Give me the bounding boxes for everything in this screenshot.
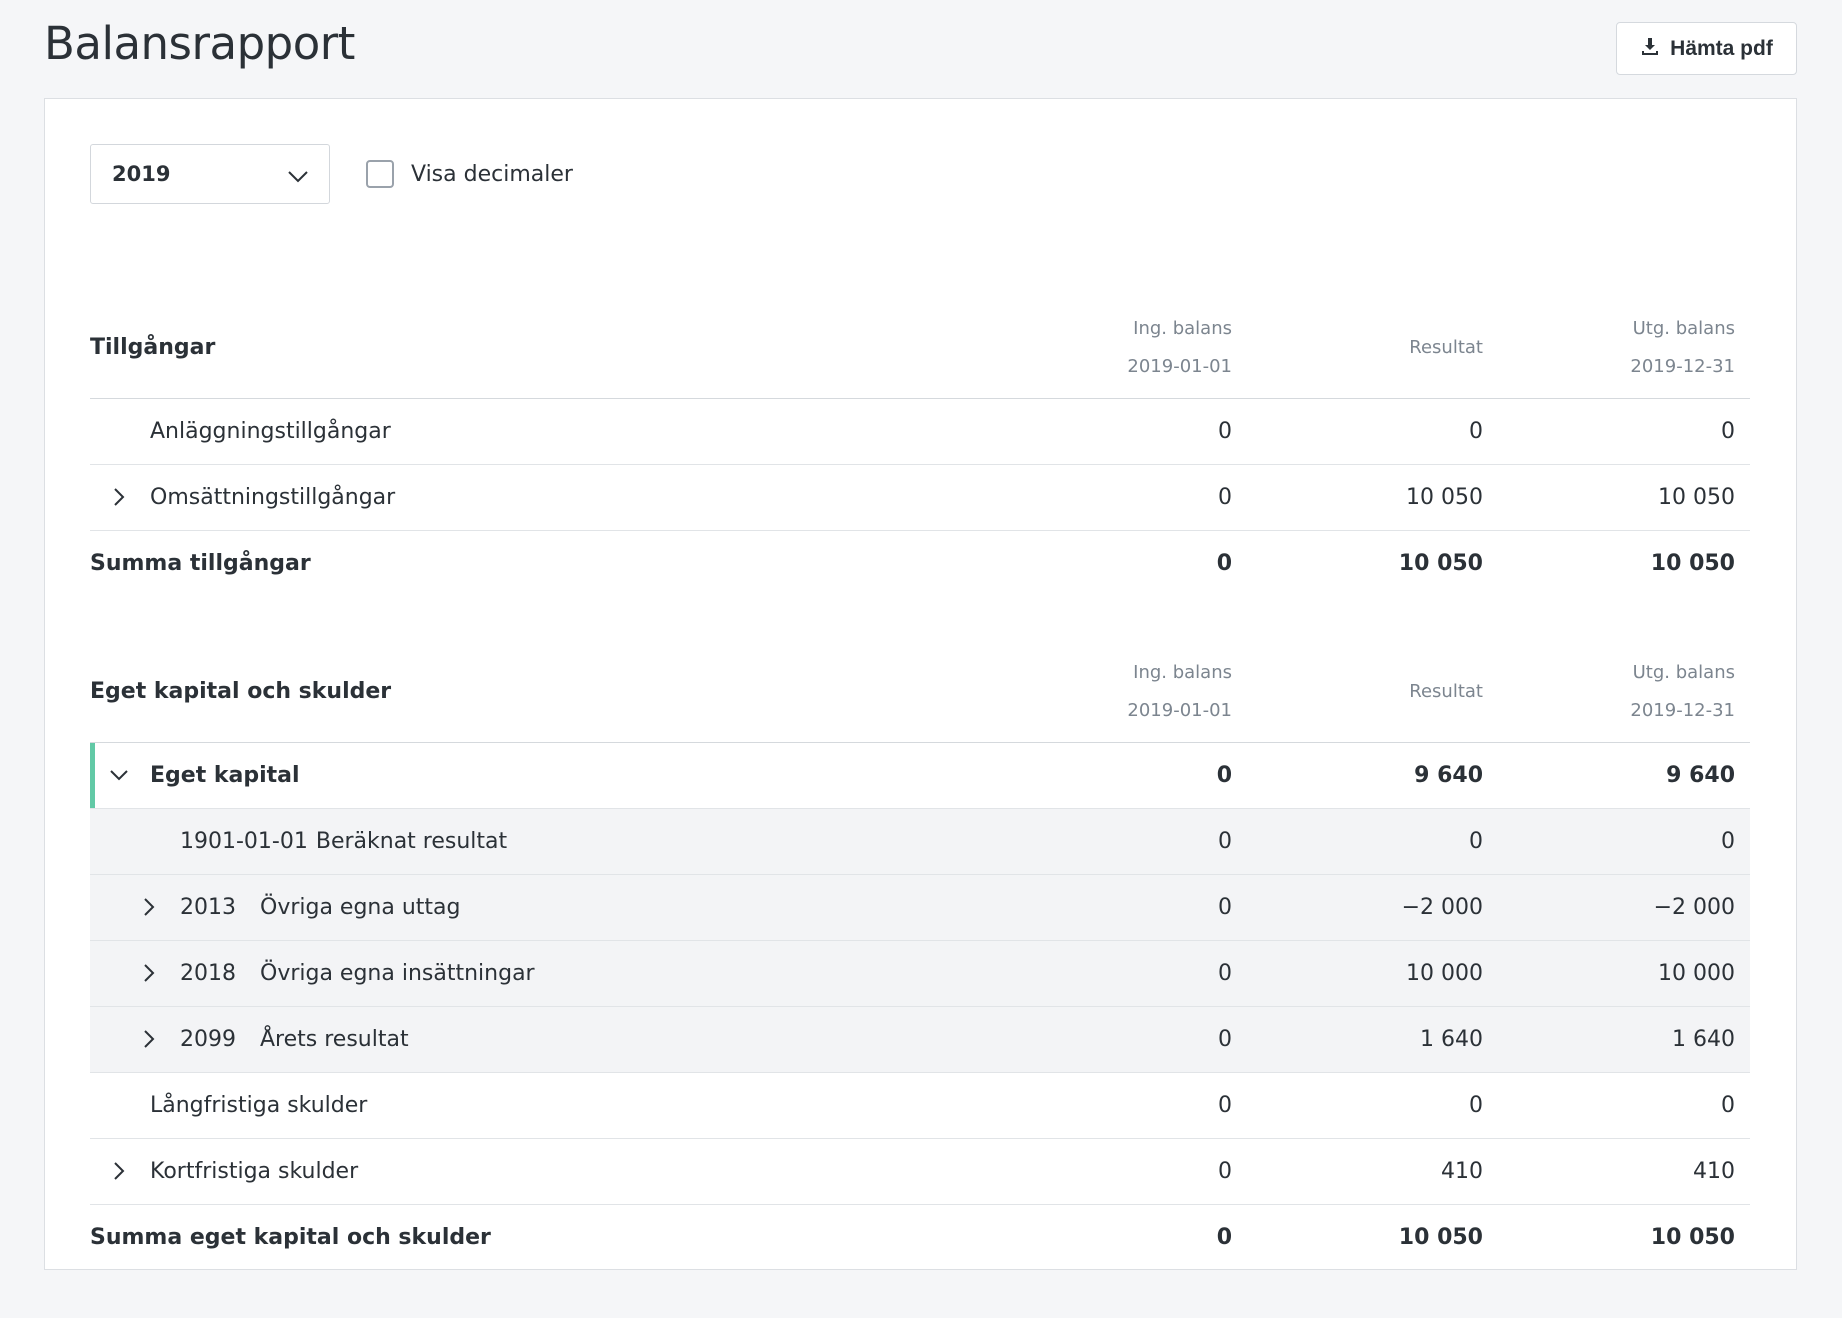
- account-number: 2099: [180, 1026, 236, 1052]
- equity-header-row: Eget kapital och skulder Ing. balans 201…: [90, 642, 1750, 742]
- opening-value: 0: [995, 464, 1247, 531]
- opening-value: 0: [995, 1072, 1247, 1139]
- show-decimals-label: Visa decimaler: [411, 161, 573, 187]
- closing-value: 410: [1498, 1138, 1750, 1205]
- table-row[interactable]: 2013 Övriga egna uttag 0 −2 000 −2 000: [90, 874, 1750, 941]
- page-header: Balansrapport Hämta pdf: [44, 14, 1797, 86]
- assets-header-row: Tillgångar Ing. balans 2019-01-01 Result…: [90, 298, 1750, 398]
- table-row[interactable]: 2099 Årets resultat 0 1 640 1 640: [90, 1006, 1750, 1073]
- opening-value: 0: [995, 1138, 1247, 1205]
- show-decimals-control[interactable]: Visa decimaler: [366, 157, 573, 191]
- show-decimals-checkbox[interactable]: [366, 160, 394, 188]
- opening-value: 0: [995, 1006, 1247, 1073]
- closing-balance-header: Utg. balans 2019-12-31: [1498, 642, 1750, 742]
- opening-value: 0: [1216, 1224, 1232, 1250]
- result-header: Resultat: [1247, 642, 1498, 742]
- chevron-down-icon[interactable]: [104, 768, 134, 782]
- download-icon: [1640, 36, 1660, 62]
- closing-balance-date: 2019-12-31: [1630, 699, 1735, 721]
- table-row[interactable]: 2018 Övriga egna insättningar 0 10 000 1…: [90, 940, 1750, 1007]
- opening-value: 0: [995, 742, 1247, 809]
- report-card: 2019 Visa decimaler Tillgångar Ing. bala…: [44, 98, 1797, 1270]
- closing-value: −2 000: [1498, 874, 1750, 941]
- result-value: 10 050: [1398, 550, 1483, 576]
- opening-balance-date: 2019-01-01: [1127, 699, 1232, 721]
- result-label: Resultat: [1409, 680, 1483, 702]
- row-label: Kortfristiga skulder: [150, 1158, 359, 1184]
- equity-sum-row: Summa eget kapital och skulder 0 10 050 …: [90, 1204, 1750, 1270]
- table-row: Långfristiga skulder 0 0 0: [90, 1072, 1750, 1139]
- closing-value: 0: [1498, 1072, 1750, 1139]
- year-select-value: 2019: [112, 162, 171, 186]
- account-number: 2018: [180, 960, 236, 986]
- chevron-right-icon[interactable]: [134, 1028, 164, 1050]
- download-pdf-label: Hämta pdf: [1670, 36, 1773, 60]
- table-row: 1901-01-01 Beräknat resultat 0 0 0: [90, 808, 1750, 875]
- account-number: 2013: [180, 894, 236, 920]
- opening-balance-label: Ing. balans: [1133, 661, 1232, 683]
- opening-balance-date: 2019-01-01: [1127, 355, 1232, 377]
- opening-balance-header: Ing. balans 2019-01-01: [995, 642, 1247, 742]
- sum-label: Summa tillgångar: [90, 550, 311, 576]
- result-label: Resultat: [1409, 336, 1483, 358]
- opening-value: 0: [1216, 550, 1232, 576]
- closing-value: 0: [1498, 808, 1750, 875]
- equity-table: Eget kapital och skulder Ing. balans 201…: [90, 642, 1750, 1270]
- assets-table: Tillgångar Ing. balans 2019-01-01 Result…: [90, 298, 1750, 596]
- closing-balance-header: Utg. balans 2019-12-31: [1498, 298, 1750, 398]
- result-value: 0: [1247, 808, 1498, 875]
- result-value: 10 000: [1247, 940, 1498, 1007]
- opening-balance-label: Ing. balans: [1133, 317, 1232, 339]
- assets-section-title: Tillgångar: [90, 335, 216, 361]
- closing-value: 10 050: [1650, 550, 1735, 576]
- opening-balance-header: Ing. balans 2019-01-01: [995, 298, 1247, 398]
- equity-section-title: Eget kapital och skulder: [90, 679, 392, 705]
- result-value: 10 050: [1398, 1224, 1483, 1250]
- table-row[interactable]: Omsättningstillgångar 0 10 050 10 050: [90, 464, 1750, 531]
- result-value: 0: [1247, 398, 1498, 465]
- row-label: Anläggningstillgångar: [150, 418, 391, 444]
- result-value: 1 640: [1247, 1006, 1498, 1073]
- equity-group-row[interactable]: Eget kapital 0 9 640 9 640: [90, 742, 1750, 809]
- result-value: 10 050: [1247, 464, 1498, 531]
- result-value: 9 640: [1247, 742, 1498, 809]
- chevron-right-icon[interactable]: [104, 486, 134, 508]
- year-select[interactable]: 2019: [90, 144, 330, 204]
- row-label: Beräknat resultat: [315, 828, 508, 854]
- opening-value: 0: [995, 398, 1247, 465]
- chevron-right-icon[interactable]: [134, 962, 164, 984]
- assets-sum-row: Summa tillgångar 0 10 050 10 050: [90, 530, 1750, 596]
- page-title: Balansrapport: [44, 17, 355, 70]
- closing-value: 10 000: [1498, 940, 1750, 1007]
- sum-label: Summa eget kapital och skulder: [90, 1224, 491, 1250]
- closing-value: 10 050: [1498, 464, 1750, 531]
- result-value: 0: [1247, 1072, 1498, 1139]
- opening-value: 0: [995, 874, 1247, 941]
- chevron-down-icon: [287, 165, 309, 189]
- download-pdf-button[interactable]: Hämta pdf: [1616, 22, 1797, 75]
- row-label: Årets resultat: [260, 1026, 409, 1052]
- closing-balance-label: Utg. balans: [1632, 317, 1735, 339]
- result-header: Resultat: [1247, 298, 1498, 398]
- row-label: Omsättningstillgångar: [150, 484, 396, 510]
- table-row: Anläggningstillgångar 0 0 0: [90, 398, 1750, 465]
- closing-value: 9 640: [1498, 742, 1750, 809]
- table-row[interactable]: Kortfristiga skulder 0 410 410: [90, 1138, 1750, 1205]
- opening-value: 0: [995, 940, 1247, 1007]
- result-value: 410: [1247, 1138, 1498, 1205]
- result-value: −2 000: [1247, 874, 1498, 941]
- closing-value: 0: [1498, 398, 1750, 465]
- chevron-right-icon[interactable]: [104, 1160, 134, 1182]
- account-number: 1901-01-01: [180, 828, 308, 854]
- row-label: Övriga egna insättningar: [260, 960, 535, 986]
- opening-value: 0: [995, 808, 1247, 875]
- chevron-right-icon[interactable]: [134, 896, 164, 918]
- row-label: Eget kapital: [150, 762, 300, 788]
- row-label: Långfristiga skulder: [150, 1092, 368, 1118]
- closing-value: 1 640: [1498, 1006, 1750, 1073]
- closing-balance-date: 2019-12-31: [1630, 355, 1735, 377]
- closing-balance-label: Utg. balans: [1632, 661, 1735, 683]
- row-label: Övriga egna uttag: [260, 894, 461, 920]
- closing-value: 10 050: [1650, 1224, 1735, 1250]
